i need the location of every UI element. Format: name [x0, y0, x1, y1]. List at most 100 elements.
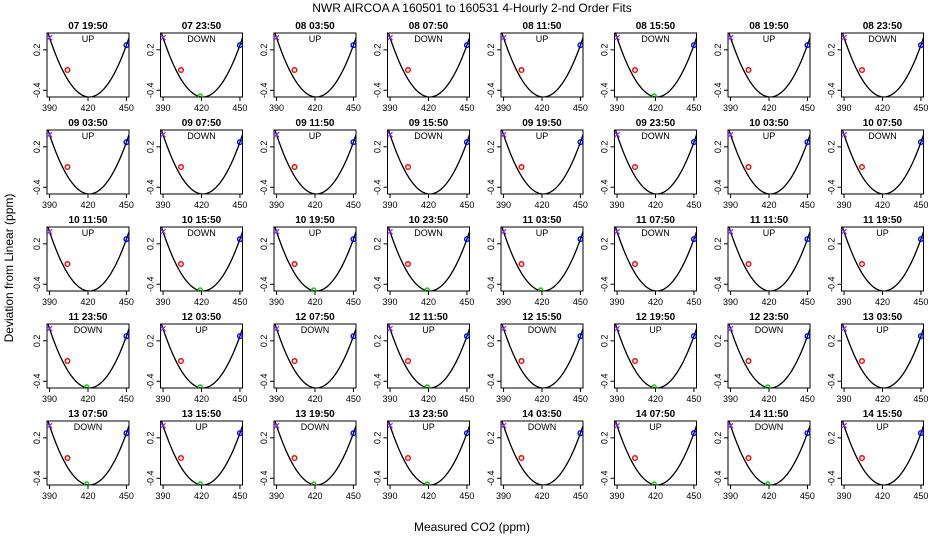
panel-title: 11 23:50 [69, 312, 108, 323]
y-tick-label: -0.4 [146, 471, 156, 487]
x-tick-label: 390 [610, 394, 625, 404]
low-standard-point [500, 228, 507, 235]
y-tick-label: 0.2 [373, 238, 383, 251]
fit-curve [728, 33, 810, 97]
mid-standard-point [632, 455, 639, 462]
y-tick-label: 0.2 [486, 238, 496, 251]
low-standard-point [614, 34, 620, 41]
x-tick-label: 390 [837, 103, 852, 113]
low-standard-point [727, 325, 734, 332]
panel-title: 08 23:50 [863, 21, 903, 32]
panel-title: 11 03:50 [523, 215, 562, 226]
panel-direction: DOWN [187, 228, 216, 238]
panel: 11 23:50 DOWN 390 420 450 0.2 -0.4 [32, 312, 134, 404]
y-tick-label: 0.2 [259, 44, 269, 57]
low-standard-point [727, 422, 734, 429]
low-standard-point [614, 228, 620, 235]
reference-point [651, 481, 657, 485]
x-tick-label: 450 [913, 394, 928, 404]
reference-point [538, 287, 544, 291]
panel-direction: DOWN [301, 422, 330, 432]
mid-standard-point [177, 261, 184, 268]
high-standard-point [804, 236, 811, 243]
panel-title: 11 11:50 [750, 215, 789, 226]
x-tick-label: 390 [496, 200, 511, 210]
high-standard-point [577, 139, 584, 146]
y-tick-label: -0.4 [486, 471, 496, 487]
low-standard-point [614, 131, 620, 138]
x-tick-label: 420 [194, 103, 209, 113]
low-standard-point [160, 228, 166, 235]
x-tick-label: 450 [913, 297, 928, 307]
panel: 12 23:50 DOWN 390 420 450 0.2 -0.4 [713, 312, 815, 404]
panel-title: 07 19:50 [68, 21, 108, 32]
panel: 13 23:50 UP 390 420 450 0.2 -0.4 [373, 409, 475, 501]
x-tick-label: 450 [686, 297, 701, 307]
panel-title: 14 07:50 [636, 409, 676, 420]
x-tick-label: 390 [610, 103, 625, 113]
panel-direction: DOWN [74, 325, 103, 335]
y-tick-label: -0.4 [713, 180, 723, 196]
x-tick-label: 390 [723, 491, 738, 501]
panel-direction: UP [876, 422, 889, 432]
panel-title: 08 19:50 [749, 21, 789, 32]
y-tick-label: 0.2 [486, 44, 496, 57]
low-standard-point [841, 131, 847, 138]
mid-standard-point [405, 164, 412, 171]
low-standard-point [500, 131, 507, 138]
x-tick-label: 450 [800, 200, 815, 210]
y-tick-label: -0.4 [373, 374, 383, 390]
panel-title: 10 11:50 [69, 215, 108, 226]
y-tick-label: 0.2 [259, 141, 269, 154]
panel-direction: DOWN [414, 131, 443, 141]
fit-curve [501, 33, 583, 97]
mid-standard-point [745, 67, 752, 74]
y-tick-label: -0.4 [600, 471, 610, 487]
high-standard-point [690, 139, 697, 146]
x-tick-label: 390 [610, 200, 625, 210]
y-tick-label: 0.2 [486, 335, 496, 348]
panel-title: 12 11:50 [409, 312, 448, 323]
low-standard-point [500, 325, 507, 332]
panel-direction: UP [876, 228, 889, 238]
low-standard-point [273, 422, 280, 429]
y-tick-label: -0.4 [146, 83, 156, 99]
x-tick-label: 390 [156, 394, 171, 404]
low-standard-point [614, 325, 620, 332]
fit-curve [274, 130, 356, 194]
y-tick-label: -0.4 [32, 277, 42, 293]
low-standard-point [160, 131, 166, 138]
y-tick-label: -0.4 [600, 83, 610, 99]
x-tick-label: 450 [119, 491, 134, 501]
x-tick-label: 450 [913, 200, 928, 210]
panel: 13 15:50 UP 390 420 450 0.2 -0.4 [146, 409, 248, 501]
x-tick-label: 450 [119, 103, 134, 113]
panel-title: 14 11:50 [750, 409, 789, 420]
fit-curve [841, 324, 924, 388]
y-tick-label: 0.2 [373, 141, 383, 154]
y-tick-label: -0.4 [486, 83, 496, 99]
y-tick-label: 0.2 [600, 141, 610, 154]
y-tick-label: 0.2 [259, 238, 269, 251]
x-tick-label: 390 [42, 297, 57, 307]
panel-title: 10 07:50 [863, 118, 903, 129]
y-tick-label: -0.4 [259, 180, 269, 196]
y-tick-label: 0.2 [373, 44, 383, 57]
panel: 11 07:50 DOWN 390 420 450 0.2 -0.4 [600, 215, 702, 307]
x-tick-label: 390 [837, 491, 852, 501]
fit-curve [387, 130, 470, 194]
panel: 10 15:50 DOWN 390 420 450 0.2 -0.4 [146, 215, 248, 307]
x-tick-label: 390 [269, 103, 284, 113]
panel-title: 12 15:50 [522, 312, 562, 323]
x-tick-label: 420 [307, 200, 322, 210]
low-standard-point [500, 34, 507, 41]
x-tick-label: 450 [232, 103, 247, 113]
panel-direction: UP [309, 34, 322, 44]
reference-point [84, 384, 90, 388]
x-tick-label: 450 [459, 394, 474, 404]
low-standard-point [387, 422, 393, 429]
y-tick-label: 0.2 [600, 432, 610, 445]
mid-standard-point [518, 261, 525, 268]
y-tick-label: -0.4 [827, 83, 837, 99]
high-standard-point [463, 42, 470, 49]
